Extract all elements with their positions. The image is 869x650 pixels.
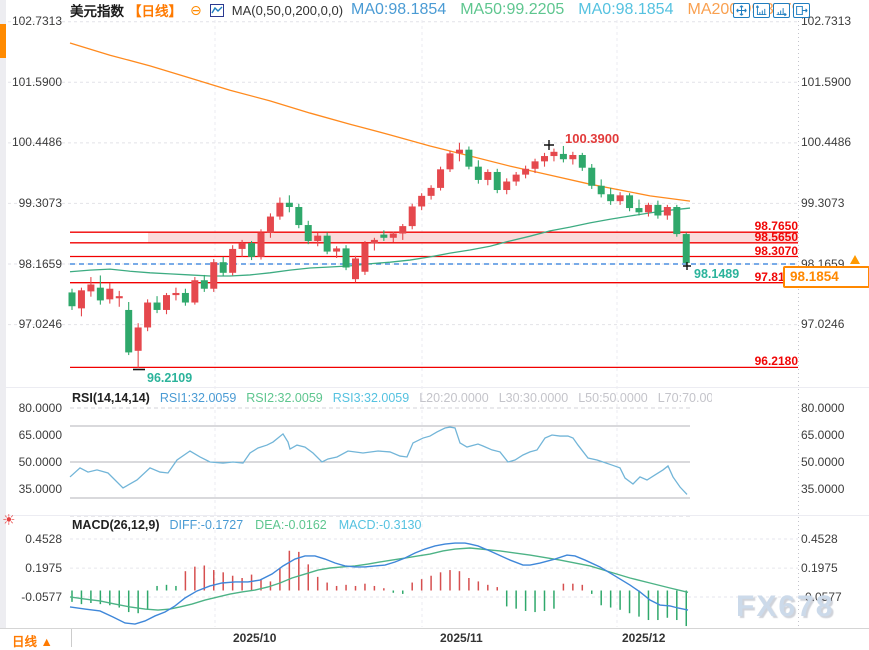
main-axis-label-right: 102.7313 bbox=[801, 14, 852, 29]
macd-axis-label-left: -0.0577 bbox=[21, 589, 62, 604]
axis-zoom-left-icon[interactable] bbox=[753, 3, 770, 18]
panel-separator bbox=[0, 387, 869, 388]
main-axis-label-right: 97.0246 bbox=[801, 317, 845, 332]
rsi-header: RSI(14,14,14) RSI1:32.0059 RSI2:32.0059 RS… bbox=[72, 391, 712, 405]
left-scrollbar-thumb[interactable] bbox=[0, 24, 6, 58]
current-price-box: 98.1854 bbox=[783, 266, 869, 288]
level-label: 96.2180 bbox=[754, 354, 798, 369]
main-axis-label-right: 100.4486 bbox=[801, 135, 852, 150]
macd-title: MACD(26,12,9) bbox=[72, 518, 160, 532]
price-up-arrow-icon bbox=[850, 255, 860, 264]
rsi-axis-label-left: 65.0000 bbox=[18, 427, 62, 442]
macd-axis-label-right: -0.0577 bbox=[801, 589, 842, 604]
main-axis-label-left: 98.1659 bbox=[18, 256, 62, 271]
main-axis-label-left: 97.0246 bbox=[18, 317, 62, 332]
month-label: 2025/12 bbox=[622, 631, 666, 645]
ma-value: MA50:99.2205 bbox=[460, 1, 565, 18]
macd-axis-label-right: 0.1975 bbox=[801, 560, 838, 575]
period-tab[interactable]: 日线 ▲ bbox=[12, 635, 53, 649]
rsi-value: L30:30.0000 bbox=[498, 391, 569, 405]
panel-separator bbox=[0, 515, 869, 516]
rsi-value: RSI1:32.0059 bbox=[159, 391, 237, 405]
rsi-values: RSI1:32.0059 RSI2:32.0059 RSI3:32.0059 L20:… bbox=[160, 391, 712, 405]
rsi-axis-label-right: 65.0000 bbox=[801, 427, 845, 442]
month-label: 2025/10 bbox=[233, 631, 277, 645]
fit-chart-icon[interactable] bbox=[733, 3, 750, 18]
chart-toolbar bbox=[733, 3, 810, 18]
ma-value: MA0:98.1854 bbox=[351, 1, 447, 18]
rsi-axis-label-right: 35.0000 bbox=[801, 481, 845, 496]
level-label: 98.5650 bbox=[754, 229, 798, 244]
rsi-axis-label-left: 80.0000 bbox=[18, 400, 62, 415]
pan-right-icon[interactable] bbox=[793, 3, 810, 18]
main-axis-label-left: 101.5900 bbox=[11, 74, 62, 89]
ma-value: MA0:98.1854 bbox=[578, 1, 674, 18]
rsi-axis-label-left: 50.0000 bbox=[18, 454, 62, 469]
main-axis-label-left: 100.4486 bbox=[11, 135, 62, 150]
last-low-label: 98.1489 bbox=[694, 267, 740, 281]
macd-value: DIFF:-0.1727 bbox=[169, 518, 244, 532]
macd-values: DIFF:-0.1727 DEA:-0.0162 MACD:-0.3130 bbox=[170, 518, 422, 532]
time-axis-bar: 日线 ▲ 2025/10 2025/11 2025/12 bbox=[0, 628, 869, 649]
macd-header: MACD(26,12,9) DIFF:-0.1727 DEA:-0.0162 MAC… bbox=[72, 518, 772, 532]
axis-zoom-right-icon[interactable] bbox=[773, 3, 790, 18]
ma-values: MA0:98.1854MA50:99.2205MA0:98.1854MA200:… bbox=[351, 1, 800, 19]
macd-value: MACD:-0.3130 bbox=[338, 518, 422, 532]
indicator-chart-icon[interactable] bbox=[209, 3, 224, 17]
month-label: 2025/11 bbox=[440, 631, 483, 645]
ma200-line bbox=[69, 42, 691, 202]
macd-axis-label-left: 0.4528 bbox=[25, 531, 62, 546]
resistance-zone bbox=[148, 232, 798, 243]
swing-low-label: 96.2109 bbox=[147, 371, 193, 385]
level-label: 98.3070 bbox=[754, 243, 798, 258]
macd-axis-label-left: 0.1975 bbox=[25, 560, 62, 575]
main-axis-label-left: 102.7313 bbox=[11, 14, 62, 29]
rsi-value: RSI2:32.0059 bbox=[246, 391, 323, 405]
period-tab-cell bbox=[0, 629, 72, 647]
rsi-value: L20:20.0000 bbox=[419, 391, 489, 405]
sun-indicator-icon[interactable]: ☀ bbox=[2, 512, 16, 529]
main-axis-label-right: 101.5900 bbox=[801, 74, 852, 89]
rsi-title: RSI(14,14,14) bbox=[72, 391, 150, 405]
rsi-value: RSI3:32.0059 bbox=[332, 391, 410, 405]
symbol-title: 美元指数 bbox=[70, 4, 124, 19]
level-label: 98.7650 bbox=[754, 219, 798, 234]
macd-dea-line bbox=[69, 547, 689, 611]
main-axis-label-right: 99.3073 bbox=[801, 195, 845, 210]
watermark: FX678 bbox=[736, 590, 835, 623]
macd-histogram bbox=[71, 550, 687, 627]
chart-header: 美元指数 【日线】 ⊖ MA(0,50,0,200,0,0) MA0:98.18… bbox=[70, 1, 800, 19]
rsi-panel bbox=[69, 407, 690, 517]
gridlines bbox=[8, 17, 799, 627]
macd-value: DEA:-0.0162 bbox=[255, 518, 327, 532]
rsi-value: L70:70.0000 bbox=[657, 391, 712, 405]
left-scrollbar-track[interactable] bbox=[0, 0, 6, 646]
rsi-axis-label-left: 35.0000 bbox=[18, 481, 62, 496]
rsi-line bbox=[69, 426, 688, 495]
chart-marks bbox=[133, 140, 691, 371]
period-label: 【日线】 bbox=[128, 4, 182, 19]
main-axis-label-left: 99.3073 bbox=[18, 195, 62, 210]
rsi-axis-label-right: 50.0000 bbox=[801, 454, 845, 469]
candles bbox=[68, 142, 690, 368]
swing-high-label: 100.3900 bbox=[565, 131, 620, 146]
macd-axis-label-right: 0.4528 bbox=[801, 531, 838, 546]
rsi-axis-label-right: 80.0000 bbox=[801, 400, 845, 415]
ma50-line bbox=[69, 207, 691, 277]
ma-function-label: MA(0,50,0,200,0,0) bbox=[231, 2, 344, 18]
collapse-icon[interactable]: ⊖ bbox=[190, 2, 202, 18]
macd-diff-line bbox=[69, 542, 689, 625]
rsi-value: L50:50.0000 bbox=[578, 391, 648, 405]
